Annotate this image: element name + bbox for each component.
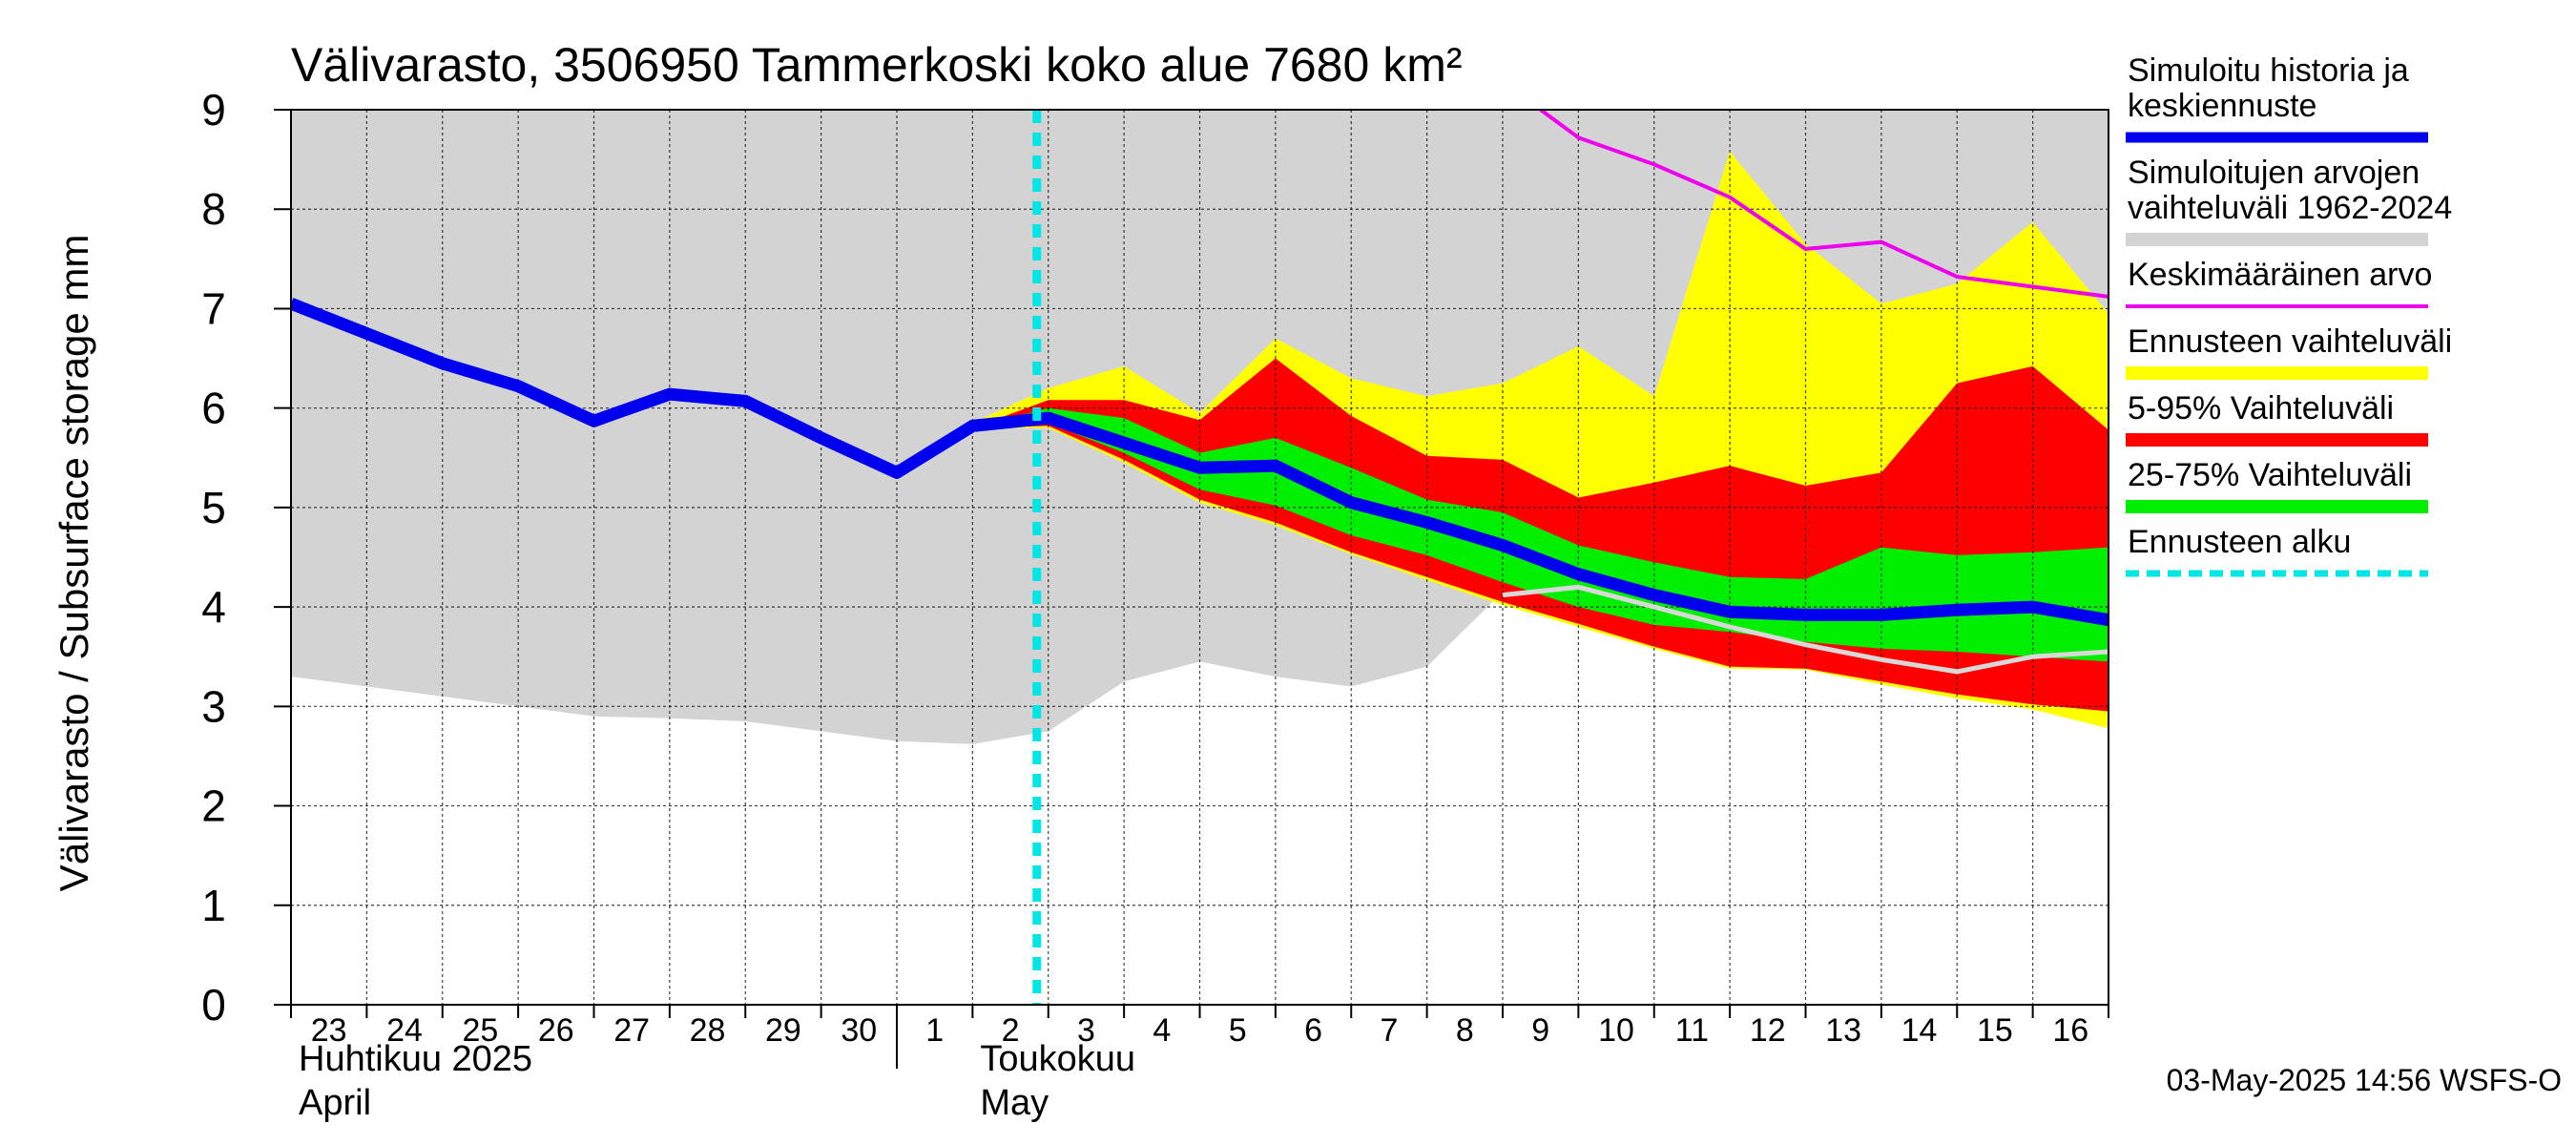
- legend-label: Keskimääräinen arvo: [2128, 257, 2432, 293]
- x-tick-label: 13: [1825, 1012, 1861, 1049]
- series-line-mean: [1539, 110, 2109, 299]
- month-label-en: May: [980, 1083, 1049, 1123]
- y-tick-label: 4: [201, 582, 226, 632]
- x-tick-label: 6: [1304, 1012, 1322, 1049]
- x-tick-label: 25: [463, 1012, 499, 1049]
- x-tick-label: 2: [1002, 1012, 1020, 1049]
- x-tick-label: 8: [1456, 1012, 1474, 1049]
- month-label-fi: Huhtikuu 2025: [299, 1039, 532, 1079]
- x-tick-label: 1: [925, 1012, 944, 1049]
- x-tick-label: 16: [2052, 1012, 2088, 1049]
- legend-swatch: [2126, 233, 2428, 246]
- x-tick-label: 27: [613, 1012, 650, 1049]
- x-tick-label: 10: [1598, 1012, 1634, 1049]
- chart-title: Välivarasto, 3506950 Tammerkoski koko al…: [291, 38, 1463, 92]
- y-tick-label: 3: [201, 681, 226, 731]
- legend-label: vaihteluväli 1962-2024: [2128, 190, 2452, 226]
- y-axis-label: Välivarasto / Subsurface storage mm: [52, 235, 96, 892]
- series-line-simulated: [291, 298, 2109, 627]
- x-tick-label: 11: [1675, 1012, 1709, 1049]
- y-tick-label: 0: [201, 980, 226, 1030]
- x-tick-label: 26: [538, 1012, 574, 1049]
- legend-label: 5-95% Vaihteluväli: [2128, 390, 2394, 427]
- y-tick-label: 7: [201, 283, 226, 333]
- x-tick-label: 30: [841, 1012, 877, 1049]
- y-tick-label: 9: [201, 85, 226, 135]
- legend-label: Simuloitu historia ja: [2128, 52, 2409, 89]
- plot-clip-group: [291, 110, 2109, 1005]
- legend-swatch: [2126, 366, 2428, 380]
- x-tick-label: 3: [1077, 1012, 1095, 1049]
- x-tick-label: 12: [1750, 1012, 1786, 1049]
- x-tick-label: 14: [1901, 1012, 1938, 1049]
- legend-label: 25-75% Vaihteluväli: [2128, 457, 2412, 493]
- timestamp-footer: 03-May-2025 14:56 WSFS-O: [2167, 1063, 2562, 1097]
- legend-label: Ennusteen vaihteluväli: [2128, 323, 2452, 360]
- legend-label: Ennusteen alku: [2128, 524, 2351, 560]
- x-tick-label: 15: [1977, 1012, 2013, 1049]
- y-tick-label: 5: [201, 483, 226, 532]
- x-tick-label: 28: [690, 1012, 726, 1049]
- series-line-gray: [1502, 584, 2109, 675]
- y-tick-label: 8: [201, 184, 226, 234]
- x-tick-label: 24: [386, 1012, 423, 1049]
- x-tick-label: 23: [311, 1012, 347, 1049]
- y-tick-label: 6: [201, 384, 226, 433]
- x-tick-label: 29: [765, 1012, 801, 1049]
- month-label-fi: Toukokuu: [980, 1039, 1135, 1079]
- x-tick-label: 5: [1229, 1012, 1247, 1049]
- month-label-en: April: [299, 1083, 371, 1123]
- y-tick-label: 2: [201, 781, 226, 831]
- legend-label: keskiennuste: [2128, 88, 2316, 124]
- legend-swatch: [2126, 433, 2428, 447]
- legend-swatch: [2126, 500, 2428, 513]
- legend-label: Simuloitujen arvojen: [2128, 155, 2420, 191]
- x-tick-label: 7: [1380, 1012, 1398, 1049]
- plot-area: [291, 110, 2109, 1005]
- y-tick-label: 1: [201, 881, 226, 930]
- x-tick-label: 4: [1153, 1012, 1171, 1049]
- x-tick-label: 9: [1531, 1012, 1549, 1049]
